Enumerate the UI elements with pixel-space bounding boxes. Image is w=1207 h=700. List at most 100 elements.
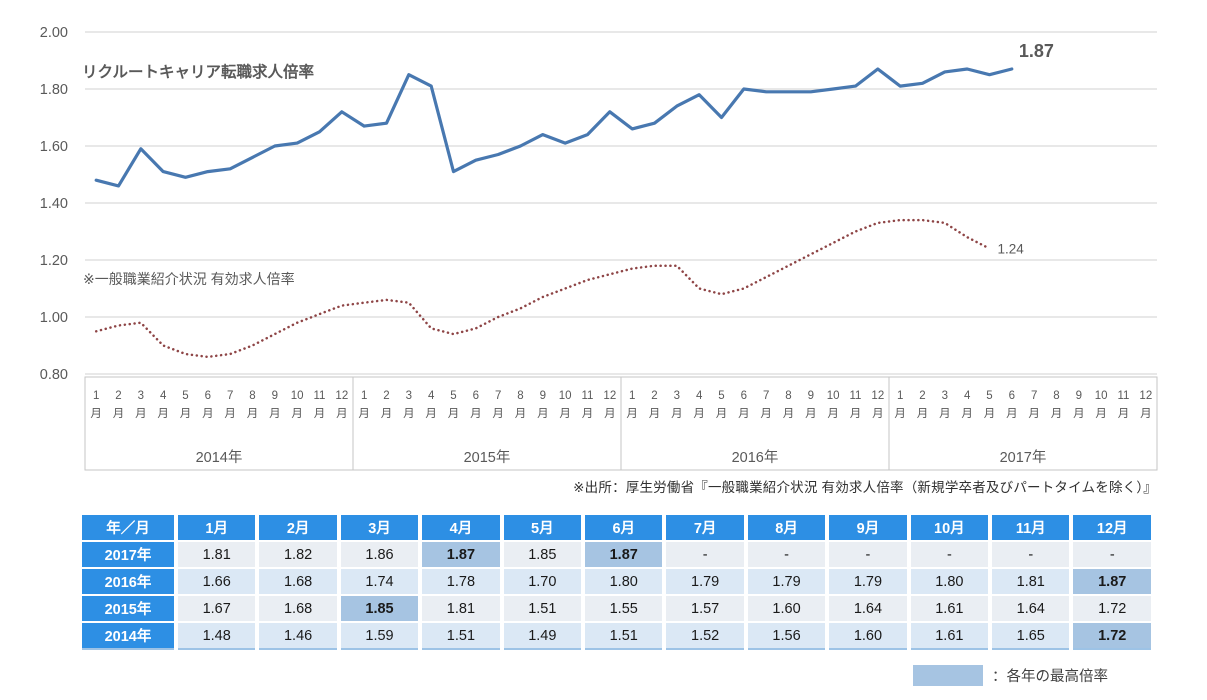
table-cell: 1.85 xyxy=(340,596,419,621)
secondary-end-annotation: 1.24 xyxy=(998,242,1025,257)
table-cell: - xyxy=(829,542,907,567)
table-col-header: 8月 xyxy=(747,515,826,540)
table-cell: 1.81 xyxy=(422,596,500,621)
table-cell: 1.80 xyxy=(910,569,989,594)
table-col-header: 2月 xyxy=(259,515,337,540)
table-cell: 1.56 xyxy=(747,623,826,650)
table-cell: 1.51 xyxy=(422,623,500,650)
month-label: 11 月 xyxy=(850,390,862,420)
year-label: 2015年 xyxy=(464,449,511,466)
table-cell: 1.51 xyxy=(585,623,663,650)
month-label: 12 月 xyxy=(603,390,616,420)
month-label: 12 月 xyxy=(871,390,884,420)
table-row-header: 2016年 xyxy=(82,569,174,594)
table-cell: 1.81 xyxy=(178,542,256,567)
table-cell: 1.68 xyxy=(259,596,337,621)
table-row-header: 2014年 xyxy=(82,623,174,650)
table-cell: - xyxy=(992,542,1070,567)
table-cell: 1.74 xyxy=(340,569,419,594)
table-col-header: 4月 xyxy=(422,515,500,540)
table-cell: 1.67 xyxy=(178,596,256,621)
line-chart: 2.00 1.80 1.60 1.40 1.20 1.00 0.80 1 月 2 月 3 月 4 月 5 月 6 月… xyxy=(40,25,1158,471)
table-cell: 1.60 xyxy=(747,596,826,621)
month-label: 11 月 xyxy=(1118,390,1130,420)
table-row: 2015年 1.67 1.68 1.85 1.81 1.51 1.55 1.57 1.60 1.6… xyxy=(82,596,1151,621)
table-cell: 1.61 xyxy=(910,596,989,621)
table-cell: 1.87 xyxy=(1073,569,1151,594)
table-cell: 1.70 xyxy=(503,569,582,594)
table-cell: 1.61 xyxy=(910,623,989,650)
table-col-header: 1月 xyxy=(178,515,256,540)
table-row: 2016年 1.66 1.68 1.74 1.78 1.70 1.80 1.79 1.79 1.7… xyxy=(82,569,1151,594)
table-cell: - xyxy=(1073,542,1151,567)
table-cell: 1.78 xyxy=(422,569,500,594)
table-legend: ：各年の最高倍率 xyxy=(913,665,1108,686)
table-cell: 1.46 xyxy=(259,623,337,650)
table-cell: 1.82 xyxy=(259,542,337,567)
table-cell: 1.57 xyxy=(666,596,744,621)
table-cell: 1.60 xyxy=(829,623,907,650)
month-label: 11 月 xyxy=(314,390,326,420)
table-cell: 1.87 xyxy=(585,542,663,567)
table-col-header: 12月 xyxy=(1073,515,1151,540)
table-cell: 1.72 xyxy=(1073,623,1151,650)
month-label: 10 月 xyxy=(1095,390,1108,420)
table-header-row: 年／月 1月 2月 3月 4月 5月 6月 7月 8月 9月 10月 11月 12月 xyxy=(82,515,1151,540)
ratio-table: 年／月 1月 2月 3月 4月 5月 6月 7月 8月 9月 10月 11月 12月 2017年 1.81… xyxy=(78,513,1155,652)
table-cell: 1.80 xyxy=(585,569,663,594)
month-label: 10 月 xyxy=(559,390,572,420)
table-cell: 1.85 xyxy=(503,542,582,567)
table-cell: 1.79 xyxy=(829,569,907,594)
table-cell: 1.81 xyxy=(992,569,1070,594)
table-cell: 1.87 xyxy=(422,542,500,567)
table-cell: 1.51 xyxy=(503,596,582,621)
table-cell: 1.68 xyxy=(259,569,337,594)
table-row-header: 2015年 xyxy=(82,596,174,621)
secondary-series-line xyxy=(94,218,991,359)
table-cell: 1.79 xyxy=(747,569,826,594)
table-row-header: 2017年 xyxy=(82,542,174,567)
table-cell: - xyxy=(747,542,826,567)
y-tick-label: 0.80 xyxy=(40,367,68,383)
table-cell: - xyxy=(910,542,989,567)
table-col-header: 3月 xyxy=(340,515,419,540)
year-label: 2017年 xyxy=(1000,449,1047,466)
legend-swatch xyxy=(913,665,983,686)
chart-title: リクルートキャリア転職求人倍率 xyxy=(82,62,315,81)
table-cell: 1.72 xyxy=(1073,596,1151,621)
table-col-header: 6月 xyxy=(585,515,663,540)
table-cell: 1.49 xyxy=(503,623,582,650)
table-cell: 1.59 xyxy=(340,623,419,650)
table-col-header: 5月 xyxy=(503,515,582,540)
year-label: 2016年 xyxy=(732,449,779,466)
y-tick-label: 1.60 xyxy=(40,139,68,155)
table-cell: 1.64 xyxy=(829,596,907,621)
y-tick-label: 1.00 xyxy=(40,310,68,326)
